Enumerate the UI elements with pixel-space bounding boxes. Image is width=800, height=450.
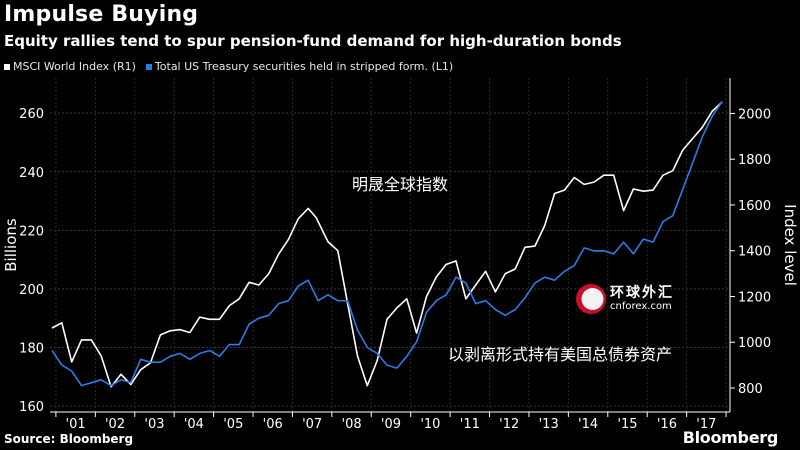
x-tick-label: '13 — [539, 417, 559, 432]
x-tick-label: '10 — [420, 417, 440, 432]
series-line-treasury — [51, 100, 723, 387]
x-tick-label: '17 — [696, 417, 716, 432]
legend-swatch-treasury — [145, 63, 152, 70]
x-tick-label: '03 — [144, 417, 164, 432]
x-tick-label: '12 — [499, 417, 519, 432]
legend: MSCI World Index (R1) Total US Treasury … — [4, 60, 453, 73]
right-tick-label: 1000 — [738, 336, 771, 351]
annotation-white-line: 明晟全球指数 — [352, 175, 448, 194]
brand-logo: Bloomberg — [682, 428, 779, 447]
legend-item-treasury: Total US Treasury securities held in str… — [145, 60, 454, 73]
right-tick-label: 800 — [738, 382, 763, 397]
chart-subtitle: Equity rallies tend to spur pension-fund… — [4, 32, 622, 50]
x-tick-label: '05 — [223, 417, 243, 432]
watermark-logo: 环球外汇 cnforex.com — [576, 284, 674, 314]
globe-icon — [576, 284, 606, 314]
left-tick-label: 200 — [19, 283, 44, 298]
right-tick-label: 1200 — [738, 290, 771, 305]
right-tick-label: 2000 — [738, 107, 771, 122]
annotation-blue-line: 以剥离形式持有美国总债券资产 — [448, 345, 672, 364]
right-tick-label: 1800 — [738, 153, 771, 168]
y-axis-title-right: Index level — [781, 204, 799, 286]
chart-title: Impulse Buying — [4, 2, 199, 27]
watermark-text: 环球外汇 cnforex.com — [610, 284, 674, 313]
legend-label-msci: MSCI World Index (R1) — [13, 60, 136, 73]
x-tick-label: '07 — [302, 417, 322, 432]
left-tick-label: 260 — [19, 107, 44, 122]
left-tick-label: 180 — [19, 342, 44, 357]
right-tick-label: 1400 — [738, 245, 771, 260]
x-tick-label: '16 — [657, 417, 677, 432]
x-tick-label: '09 — [381, 417, 401, 432]
source-note: Source: Bloomberg — [4, 432, 134, 446]
x-tick-label: '15 — [617, 417, 637, 432]
legend-item-msci: MSCI World Index (R1) — [4, 60, 136, 73]
left-tick-label: 220 — [19, 224, 44, 239]
y-axis-title-left: Billions — [2, 218, 20, 272]
x-tick-label: '11 — [460, 417, 480, 432]
right-tick-label: 1600 — [738, 199, 771, 214]
watermark-en: cnforex.com — [610, 301, 672, 313]
legend-label-treasury: Total US Treasury securities held in str… — [154, 60, 454, 73]
series-line-msci — [51, 101, 723, 388]
x-tick-label: '08 — [342, 417, 362, 432]
x-tick-label: '06 — [263, 417, 283, 432]
left-tick-label: 240 — [19, 166, 44, 181]
watermark-cn: 环球外汇 — [610, 284, 674, 301]
x-tick-label: '14 — [578, 417, 598, 432]
left-tick-label: 160 — [19, 400, 44, 415]
x-tick-label: '01 — [66, 417, 86, 432]
x-tick-label: '02 — [105, 417, 125, 432]
legend-swatch-msci — [4, 63, 10, 70]
x-tick-label: '04 — [184, 417, 204, 432]
